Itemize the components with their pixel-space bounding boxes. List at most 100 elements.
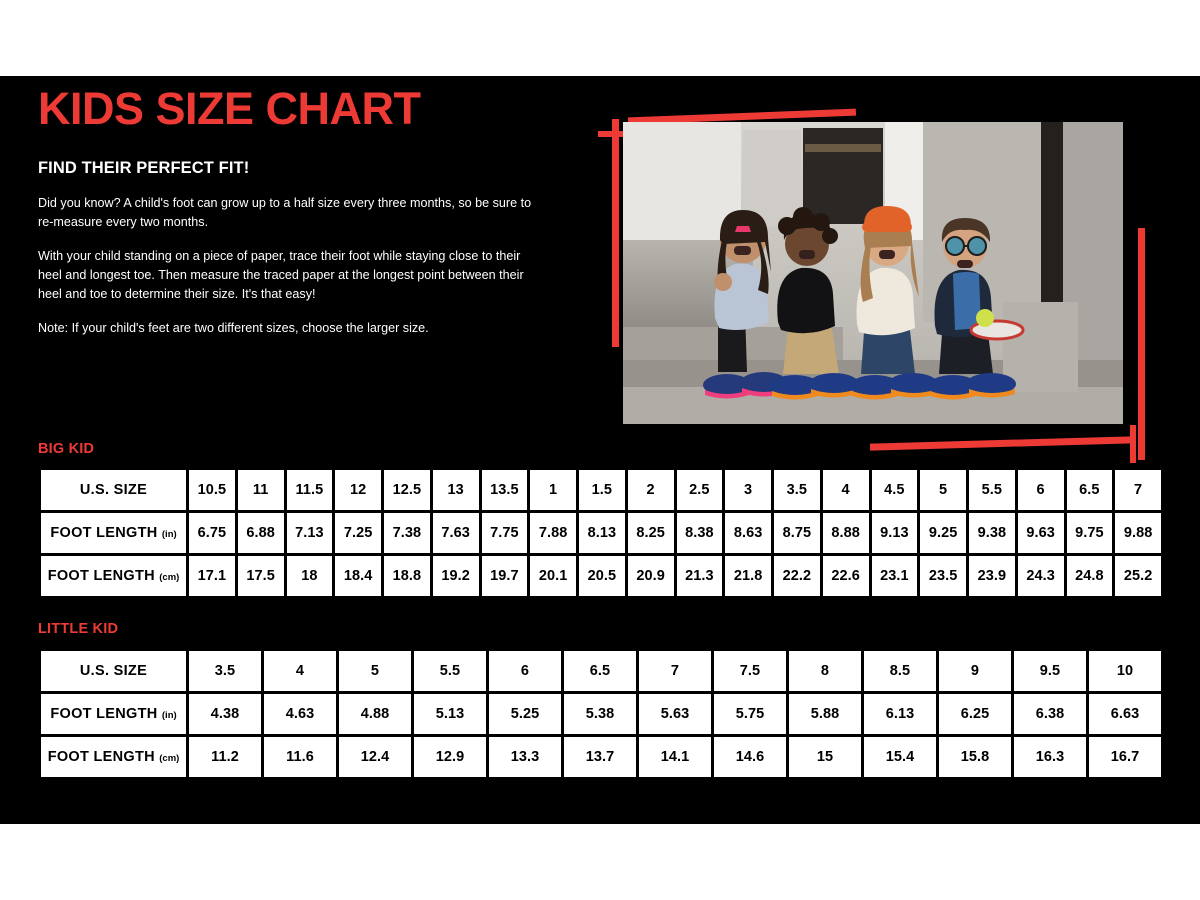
cell-foot-length-in-4: 5.25 [486,691,564,737]
big-kid-size-table: U.S. SIZE 10.5 11 11.5 12 12.5 13 13.5 1 1.5 2 2.5… [38,467,1164,599]
cell-us-size-13: 4 [819,467,872,513]
cell-foot-length-in-14: 9.13 [868,510,921,556]
cell-us-size-0: 10.5 [186,467,238,513]
cell-us-size-9: 2 [624,467,677,513]
cell-us-size-2: 11.5 [283,467,336,513]
cell-us-size-2: 5 [336,648,414,694]
cell-us-size-3: 12 [332,467,384,513]
cell-foot-length-in-2: 4.88 [336,691,414,737]
red-stroke-right [1138,228,1145,460]
cell-foot-length-cm-4: 18.8 [381,553,433,599]
cell-us-size-19: 7 [1112,467,1164,513]
cell-foot-length-cm-13: 22.6 [819,553,872,599]
table-row: U.S. SIZE 10.5 11 11.5 12 12.5 13 13.5 1 1.5 2 2.5… [38,467,1164,513]
cell-us-size-10: 2.5 [673,467,726,513]
cell-foot-length-in-0: 6.75 [186,510,238,556]
cell-us-size-17: 6 [1014,467,1067,513]
cell-foot-length-cm-4: 13.3 [486,734,564,780]
cell-us-size-16: 5.5 [966,467,1018,513]
cell-foot-length-cm-2: 18 [283,553,336,599]
cell-foot-length-in-5: 5.38 [561,691,639,737]
cell-us-size-18: 6.5 [1063,467,1116,513]
section-label-little-kid: LITTLE KID [38,621,119,637]
cell-us-size-12: 10 [1086,648,1164,694]
cell-foot-length-in-1: 4.63 [261,691,339,737]
row-label-foot-length-cm: FOOT LENGTH (cm) [38,734,189,780]
cell-foot-length-in-1: 6.88 [234,510,287,556]
cell-foot-length-in-11: 8.63 [722,510,774,556]
cell-foot-length-in-0: 4.38 [186,691,264,737]
hero-photo-frame [590,95,1180,463]
row-label-foot-length-cm: FOOT LENGTH (cm) [38,553,189,599]
cell-us-size-6: 7 [636,648,714,694]
red-corner-tick-topleft [598,131,636,137]
cell-foot-length-in-4: 7.38 [381,510,433,556]
cell-foot-length-cm-2: 12.4 [336,734,414,780]
row-label-foot-length-in: FOOT LENGTH (in) [38,510,189,556]
cell-foot-length-cm-11: 16.3 [1011,734,1089,780]
cell-foot-length-cm-7: 20.1 [527,553,579,599]
cell-foot-length-cm-18: 24.8 [1063,553,1116,599]
cell-foot-length-cm-12: 22.2 [771,553,823,599]
cell-foot-length-cm-11: 21.8 [722,553,774,599]
cell-foot-length-cm-1: 17.5 [234,553,287,599]
cell-us-size-7: 1 [527,467,579,513]
table-row: FOOT LENGTH (cm) 11.2 11.6 12.4 12.9 13.3 13.… [38,734,1164,780]
brand-name: saucony [38,28,156,61]
cell-foot-length-in-10: 6.25 [936,691,1014,737]
brand-sub: kids [164,28,217,61]
intro-note: Note: If your child's feet are two diffe… [38,321,429,336]
intro-paragraph-1: Did you know? A child's foot can grow up… [38,196,532,229]
cell-foot-length-cm-6: 14.1 [636,734,714,780]
cell-us-size-5: 6.5 [561,648,639,694]
cell-foot-length-in-11: 6.38 [1011,691,1089,737]
cell-us-size-11: 9.5 [1011,648,1089,694]
cell-foot-length-cm-3: 18.4 [332,553,384,599]
table-row: FOOT LENGTH (cm) 17.1 17.5 18 18.4 18.8 19.2 1… [38,553,1164,599]
cell-us-size-5: 13 [429,467,482,513]
intro-column: saucony kids KIDS SIZE CHART FIND THEIR … [38,30,578,338]
cell-foot-length-cm-10: 15.8 [936,734,1014,780]
cell-foot-length-in-9: 8.25 [624,510,677,556]
cell-foot-length-in-5: 7.63 [429,510,482,556]
cell-foot-length-in-8: 8.13 [576,510,628,556]
cell-foot-length-in-13: 8.88 [819,510,872,556]
section-label-big-kid: BIG KID [38,441,95,457]
cell-us-size-1: 11 [234,467,287,513]
cell-foot-length-in-9: 6.13 [861,691,939,737]
cell-foot-length-cm-17: 24.3 [1014,553,1067,599]
cell-foot-length-cm-0: 11.2 [186,734,264,780]
cell-foot-length-cm-9: 20.9 [624,553,677,599]
cell-us-size-7: 7.5 [711,648,789,694]
cell-us-size-1: 4 [261,648,339,694]
subheading: FIND THEIR PERFECT FIT! [38,159,250,177]
cell-foot-length-cm-5: 19.2 [429,553,482,599]
cell-foot-length-in-15: 9.25 [917,510,969,556]
cell-us-size-14: 4.5 [868,467,921,513]
cell-foot-length-in-12: 6.63 [1086,691,1164,737]
cell-foot-length-cm-10: 21.3 [673,553,726,599]
cell-foot-length-cm-14: 23.1 [868,553,921,599]
kids-photo-illustration [623,122,1123,424]
red-corner-tick-bottomright [1130,425,1136,463]
cell-us-size-10: 9 [936,648,1014,694]
cell-foot-length-in-12: 8.75 [771,510,823,556]
cell-us-size-4: 6 [486,648,564,694]
cell-us-size-0: 3.5 [186,648,264,694]
cell-foot-length-in-16: 9.38 [966,510,1018,556]
table-row: FOOT LENGTH (in) 4.38 4.63 4.88 5.13 5.25 5.3… [38,691,1164,737]
cell-us-size-8: 1.5 [576,467,628,513]
row-label-us-size: U.S. SIZE [38,648,189,694]
cell-foot-length-cm-8: 20.5 [576,553,628,599]
cell-us-size-4: 12.5 [381,467,433,513]
cell-foot-length-cm-19: 25.2 [1112,553,1164,599]
cell-us-size-9: 8.5 [861,648,939,694]
cell-foot-length-in-6: 7.75 [478,510,531,556]
cell-us-size-15: 5 [917,467,969,513]
row-label-us-size: U.S. SIZE [38,467,189,513]
table-row: U.S. SIZE 3.5 4 5 5.5 6 6.5 7 7.5 8 8.5 9 9.5 10 [38,648,1164,694]
row-label-foot-length-in: FOOT LENGTH (in) [38,691,189,737]
cell-foot-length-cm-1: 11.6 [261,734,339,780]
cell-foot-length-cm-16: 23.9 [966,553,1018,599]
